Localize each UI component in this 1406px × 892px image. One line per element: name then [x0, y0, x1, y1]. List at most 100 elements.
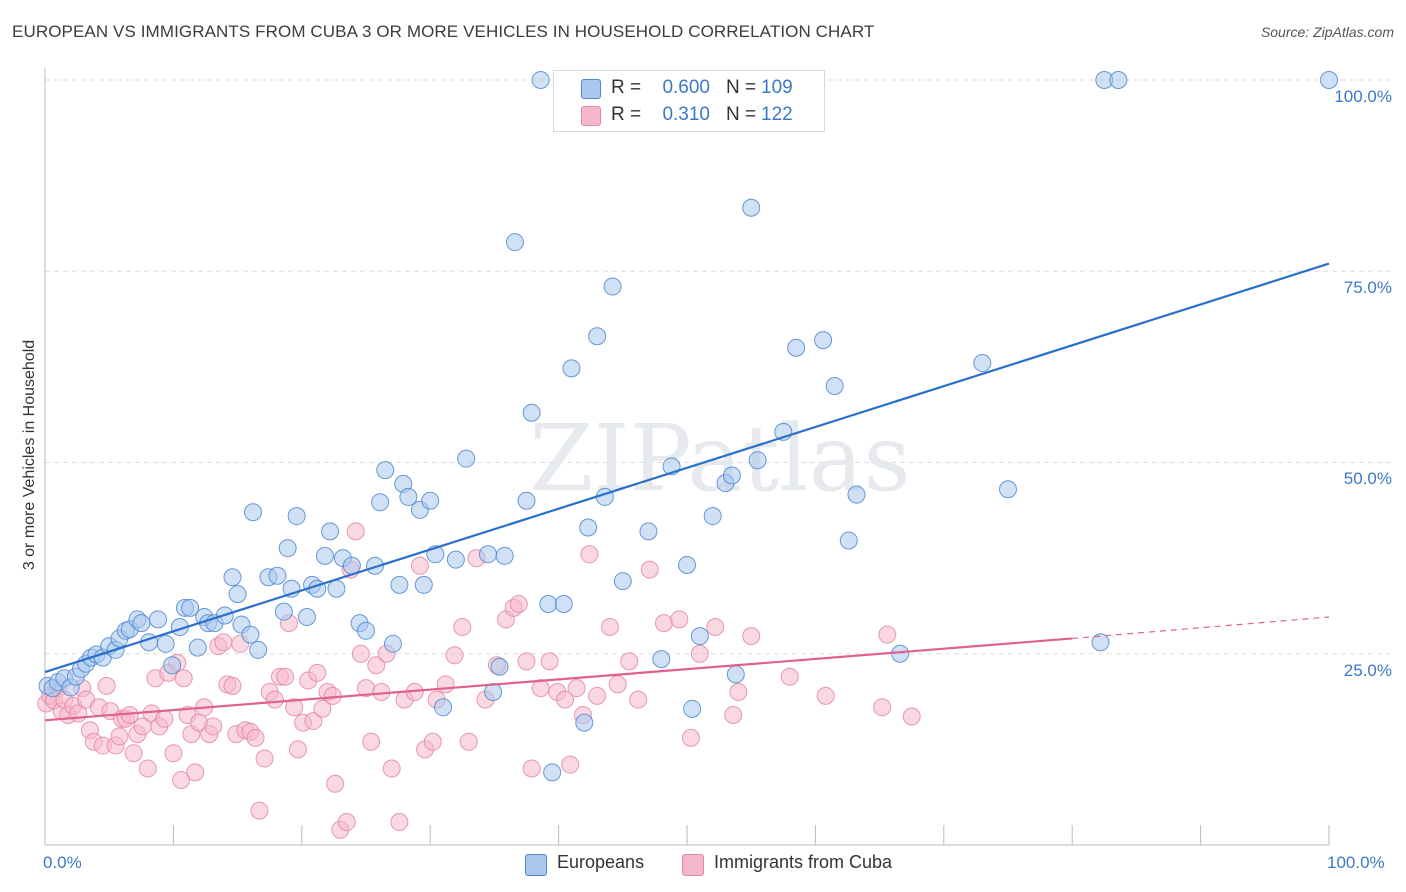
point-cuba: [223, 676, 242, 695]
point-europeans: [383, 634, 402, 653]
point-cuba: [509, 595, 528, 614]
point-europeans: [357, 621, 375, 640]
point-europeans: [891, 644, 910, 663]
point-europeans: [315, 546, 334, 565]
point-europeans: [274, 602, 293, 621]
chart-title: EUROPEAN VS IMMIGRANTS FROM CUBA 3 OR MO…: [12, 22, 875, 41]
point-europeans: [787, 338, 806, 357]
point-europeans: [278, 539, 297, 558]
point-cuba: [706, 617, 725, 636]
n-value: 109: [761, 77, 793, 98]
point-cuba: [517, 652, 536, 671]
point-europeans: [748, 451, 767, 470]
point-europeans: [327, 579, 346, 598]
point-europeans: [678, 556, 696, 575]
point-cuba: [436, 675, 455, 694]
point-cuba: [670, 610, 689, 629]
point-cuba: [110, 727, 129, 746]
point-europeans: [554, 595, 573, 614]
point-cuba: [304, 712, 323, 731]
point-cuba: [588, 686, 607, 705]
point-europeans: [742, 198, 761, 217]
point-cuba: [250, 801, 269, 820]
point-europeans: [505, 233, 524, 252]
point-cuba: [204, 717, 223, 736]
point-cuba: [288, 740, 307, 759]
blue-swatch-icon: [581, 79, 601, 99]
point-cuba: [567, 679, 586, 698]
point-cuba: [172, 770, 191, 789]
point-europeans: [683, 699, 702, 718]
point-europeans: [181, 598, 200, 617]
point-europeans: [603, 277, 622, 296]
point-europeans: [490, 657, 509, 676]
point-europeans: [287, 507, 306, 526]
point-europeans: [228, 585, 247, 604]
point-cuba: [337, 813, 356, 832]
point-cuba: [367, 656, 386, 675]
point-cuba: [174, 669, 193, 688]
grid: [45, 79, 1395, 655]
point-cuba: [780, 667, 799, 686]
r-value: 0.600: [662, 77, 710, 98]
pink-swatch-icon: [682, 854, 704, 876]
point-europeans: [562, 359, 581, 378]
point-europeans: [722, 466, 741, 485]
point-cuba: [445, 646, 464, 665]
point-europeans: [371, 493, 390, 512]
point-cuba: [531, 679, 550, 698]
y-tick-label-50: 50.0%: [1343, 469, 1392, 488]
point-cuba: [556, 690, 575, 709]
point-europeans: [531, 71, 550, 89]
point-europeans: [156, 634, 175, 653]
trendline-cuba: [44, 637, 1073, 722]
point-europeans: [847, 485, 866, 504]
y-tick-label-25: 25.0%: [1343, 661, 1392, 680]
blue-swatch-icon: [525, 854, 547, 876]
point-europeans: [457, 449, 476, 468]
point-cuba: [459, 732, 478, 751]
point-cuba: [155, 709, 174, 728]
point-europeans: [244, 503, 263, 522]
point-europeans: [321, 522, 340, 541]
point-europeans: [517, 491, 536, 510]
x-tick-label-start: 0.0%: [43, 853, 82, 872]
point-europeans: [539, 595, 558, 614]
point-cuba: [681, 728, 700, 747]
point-cuba: [423, 732, 442, 751]
point-europeans: [390, 575, 409, 594]
point-europeans: [495, 546, 514, 565]
point-europeans: [575, 713, 594, 732]
n-label: N =: [726, 77, 757, 98]
point-europeans: [999, 480, 1017, 499]
point-europeans: [446, 550, 465, 569]
x-tick-label-end: 100.0%: [1327, 853, 1385, 872]
point-europeans: [579, 518, 598, 537]
point-europeans: [814, 331, 833, 350]
point-europeans: [726, 665, 745, 684]
point-europeans: [690, 627, 709, 646]
point-europeans: [365, 556, 384, 575]
point-europeans: [478, 545, 497, 564]
point-cuba: [724, 705, 743, 724]
point-cuba: [620, 652, 639, 671]
stats-legend-row-europeans: R = 0.600 N = 109: [554, 75, 824, 103]
point-cuba: [255, 749, 274, 768]
point-cuba: [878, 625, 897, 644]
stats-legend-row-cuba: R = 0.310 N = 122: [554, 102, 824, 130]
point-europeans: [522, 403, 541, 422]
point-cuba: [265, 690, 284, 709]
series-layer: [37, 71, 1338, 839]
point-cuba: [124, 744, 143, 763]
point-cuba: [382, 759, 401, 778]
point-europeans: [839, 531, 858, 550]
point-cuba: [453, 617, 472, 636]
point-cuba: [346, 522, 365, 541]
legend-label-europeans: Europeans: [557, 852, 645, 872]
point-cuba: [326, 774, 345, 793]
point-cuba: [816, 686, 835, 705]
n-value: 122: [761, 104, 793, 125]
n-label: N =: [726, 104, 757, 125]
r-label: R =: [611, 77, 642, 98]
point-europeans: [588, 327, 607, 346]
